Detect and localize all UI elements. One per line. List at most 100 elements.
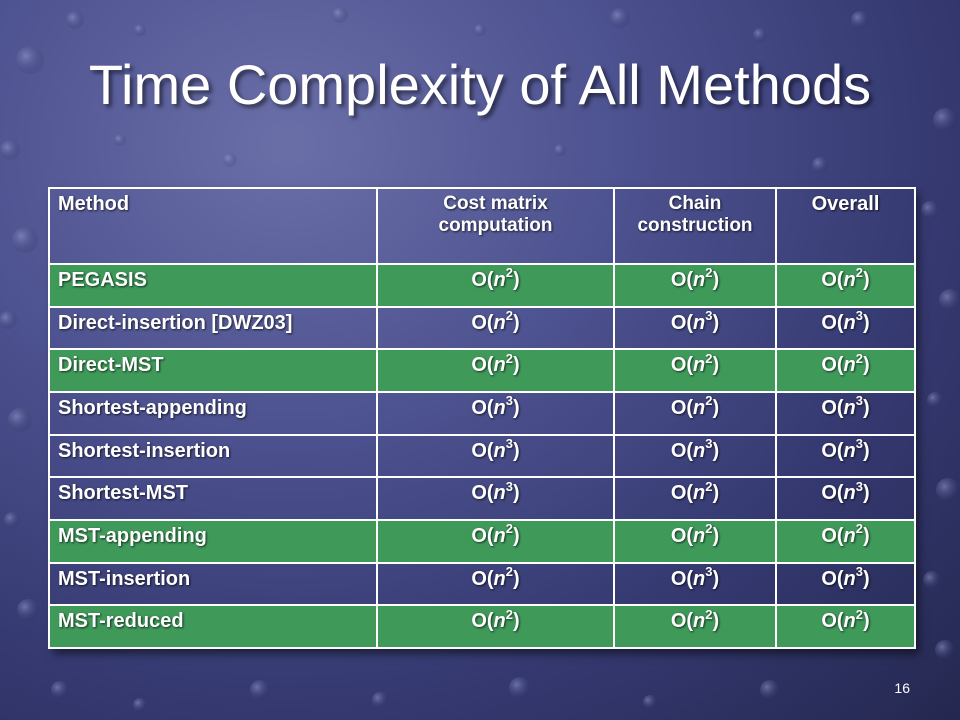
close-paren: )	[863, 439, 870, 462]
overall-cell: O(n3)	[775, 390, 916, 436]
method-name-cell: PEGASIS	[48, 263, 378, 308]
big-o-prefix: O(	[471, 439, 494, 462]
complexity-table-container: Method Cost matrix computation Chain con…	[48, 187, 916, 649]
table-header-row: Method Cost matrix computation Chain con…	[48, 187, 916, 265]
exponent: 2	[505, 265, 513, 281]
variable-n: n	[693, 269, 706, 291]
close-paren: )	[513, 439, 520, 462]
overall-cell: O(n2)	[775, 518, 916, 564]
close-paren: )	[513, 567, 520, 590]
close-paren: )	[863, 567, 870, 590]
variable-n: n	[843, 269, 856, 291]
header-overall: Overall	[775, 187, 916, 265]
variable-n: n	[843, 396, 856, 419]
exponent: 3	[855, 435, 863, 451]
cost-matrix-cell: O(n3)	[376, 476, 615, 521]
variable-n: n	[843, 567, 856, 590]
method-name-cell: MST-reduced	[48, 604, 378, 649]
big-o-prefix: O(	[821, 610, 844, 633]
exponent: 2	[505, 563, 513, 579]
variable-n: n	[843, 524, 856, 547]
exponent: 2	[855, 265, 863, 281]
variable-n: n	[493, 610, 506, 633]
variable-n: n	[493, 482, 506, 505]
variable-n: n	[493, 524, 506, 547]
close-paren: )	[712, 567, 720, 590]
variable-n: n	[493, 396, 506, 419]
close-paren: )	[863, 269, 870, 291]
overall-cell: O(n2)	[775, 263, 916, 308]
exponent: 2	[505, 350, 513, 366]
table-row: Shortest-MST O(n3) O(n2) O(n3)	[48, 476, 916, 521]
big-o-prefix: O(	[670, 610, 694, 633]
chain-construction-cell: O(n2)	[613, 476, 777, 521]
chain-construction-cell: O(n3)	[613, 433, 777, 479]
close-paren: )	[712, 482, 720, 505]
variable-n: n	[493, 269, 506, 291]
table-row: MST-insertion O(n2) O(n3) O(n3)	[48, 561, 916, 607]
big-o-prefix: O(	[821, 482, 844, 505]
chain-construction-cell: O(n2)	[613, 348, 777, 393]
close-paren: )	[513, 311, 520, 334]
table-row: Direct-insertion [DWZ03] O(n2) O(n3) O(n3)	[48, 305, 916, 351]
cost-matrix-cell: O(n2)	[376, 305, 615, 351]
variable-n: n	[843, 610, 856, 633]
exponent: 2	[705, 265, 713, 281]
exponent: 3	[855, 308, 863, 323]
big-o-prefix: O(	[821, 524, 844, 547]
chain-construction-cell: O(n3)	[613, 561, 777, 607]
variable-n: n	[693, 567, 706, 590]
variable-n: n	[693, 610, 706, 633]
exponent: 2	[505, 521, 513, 537]
cost-matrix-cell: O(n3)	[376, 390, 615, 436]
exponent: 2	[855, 606, 863, 622]
method-name-cell: MST-appending	[48, 518, 378, 564]
variable-n: n	[843, 354, 856, 377]
cost-matrix-cell: O(n3)	[376, 433, 615, 479]
close-paren: )	[513, 354, 520, 377]
variable-n: n	[493, 311, 506, 334]
table-row: PEGASIS O(n2) O(n2) O(n2)	[48, 263, 916, 308]
close-paren: )	[712, 396, 720, 419]
big-o-prefix: O(	[471, 610, 494, 633]
variable-n: n	[843, 482, 856, 505]
table-row: Direct-MST O(n2) O(n2) O(n2)	[48, 348, 916, 393]
close-paren: )	[513, 482, 520, 505]
big-o-prefix: O(	[670, 396, 694, 419]
close-paren: )	[863, 396, 870, 419]
variable-n: n	[693, 311, 706, 334]
exponent: 3	[505, 435, 513, 451]
exponent: 2	[705, 478, 713, 494]
method-name-cell: Direct-insertion [DWZ03]	[48, 305, 378, 351]
big-o-prefix: O(	[821, 567, 844, 590]
big-o-prefix: O(	[670, 482, 694, 505]
exponent: 2	[705, 521, 713, 537]
variable-n: n	[693, 396, 706, 419]
variable-n: n	[693, 482, 706, 505]
method-name-cell: Shortest-insertion	[48, 433, 378, 479]
overall-cell: O(n2)	[775, 348, 916, 393]
big-o-prefix: O(	[670, 524, 694, 547]
variable-n: n	[493, 439, 506, 462]
cost-matrix-cell: O(n2)	[376, 561, 615, 607]
method-name-cell: MST-insertion	[48, 561, 378, 607]
exponent: 3	[705, 563, 713, 579]
close-paren: )	[712, 354, 720, 377]
table-row: Shortest-insertion O(n3) O(n3) O(n3)	[48, 433, 916, 479]
cost-matrix-cell: O(n2)	[376, 604, 615, 649]
close-paren: )	[863, 524, 870, 547]
close-paren: )	[863, 354, 870, 377]
variable-n: n	[693, 439, 706, 462]
close-paren: )	[513, 610, 520, 633]
exponent: 3	[855, 393, 863, 409]
big-o-prefix: O(	[670, 567, 694, 590]
close-paren: )	[712, 439, 720, 462]
header-chain-construction: Chain construction	[613, 187, 777, 265]
exponent: 3	[505, 393, 513, 409]
close-paren: )	[712, 311, 720, 334]
big-o-prefix: O(	[821, 396, 844, 419]
big-o-prefix: O(	[670, 311, 694, 334]
cost-matrix-cell: O(n2)	[376, 518, 615, 564]
big-o-prefix: O(	[670, 269, 694, 291]
table-row: Shortest-appending O(n3) O(n2) O(n3)	[48, 390, 916, 436]
